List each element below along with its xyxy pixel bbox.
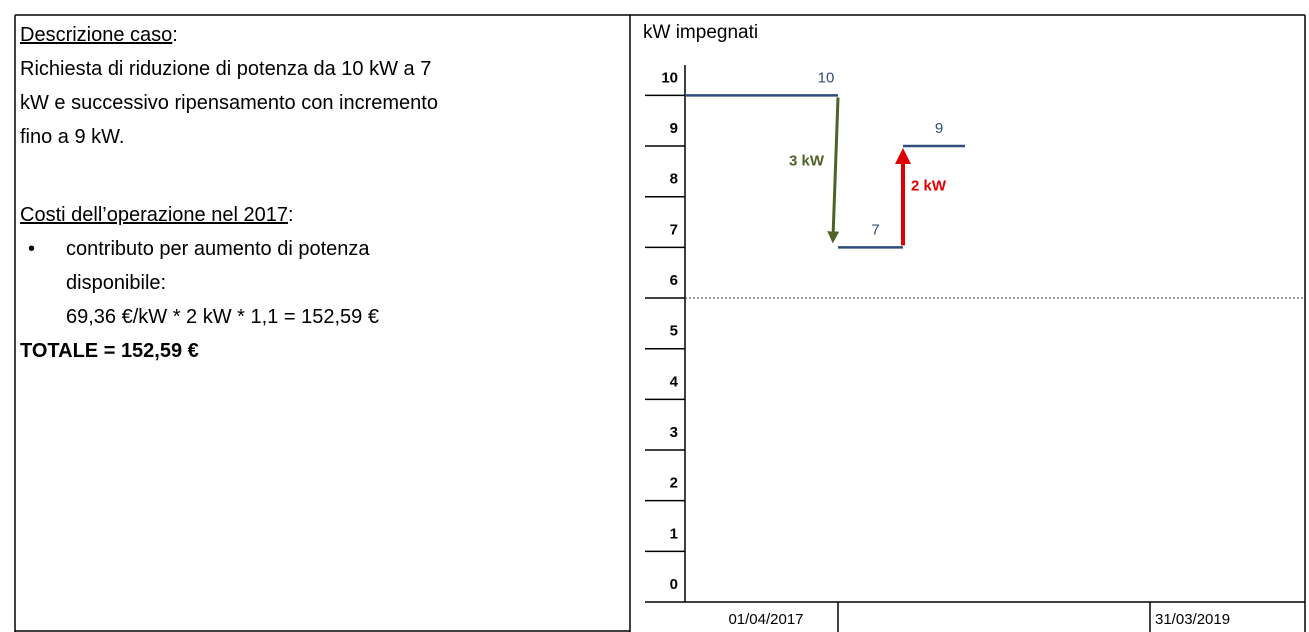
heading-line: Costi dell’operazione nel 2017: [20,198,620,232]
y-tick-label: 0 [670,576,678,593]
value-label: 10 [818,69,835,86]
y-tick-label: 8 [670,171,678,188]
y-tick-label: 6 [670,272,678,289]
y-tick-label: 5 [670,323,678,340]
y-tick-label: 9 [670,120,678,137]
item-line: 69,36 €/kW * 2 kW * 1,1 = 152,59 € [66,306,379,328]
y-tick-label: 2 [670,475,678,492]
spacer [20,154,620,198]
heading-line: Descrizione caso: [20,18,620,52]
costs-heading: Costi dell’operazione nel 2017 [20,204,288,226]
item-line: contributo per aumento di potenza [66,238,370,260]
y-axis-title: kW impegnati [643,22,758,43]
heading: Descrizione caso [20,24,173,46]
item-line: disponibile: [66,272,167,294]
annotation: 3 kW [789,152,825,169]
annotation: 2 kW [911,178,947,195]
arrow [827,97,840,244]
value-label: 7 [871,221,879,238]
total: TOTALE = 152,59 € [20,340,199,362]
text-line: Richiesta di riduzione di potenza da 10 … [20,58,432,80]
value-label: 9 [935,120,943,137]
description: Descrizione caso: Richiesta di riduzione… [20,18,620,368]
bullet: • [28,238,36,260]
costs-suffix: : [287,204,294,226]
y-tick-label: 4 [670,373,679,390]
x-tick-label: 01/04/2017 [728,611,803,628]
x-tick-label: 31/03/2019 [1155,611,1230,628]
heading-suffix: : [172,24,178,46]
text-line: kW e successivo ripensamento con increme… [20,92,438,114]
y-tick-label: 10 [661,69,678,86]
y-tick-label: 1 [670,525,678,542]
text-line: fino a 9 kW. [20,126,125,148]
y-tick-label: 7 [670,221,678,238]
bullet-item: • contributo per aumento di potenza [20,232,620,266]
y-tick-label: 3 [670,424,678,441]
